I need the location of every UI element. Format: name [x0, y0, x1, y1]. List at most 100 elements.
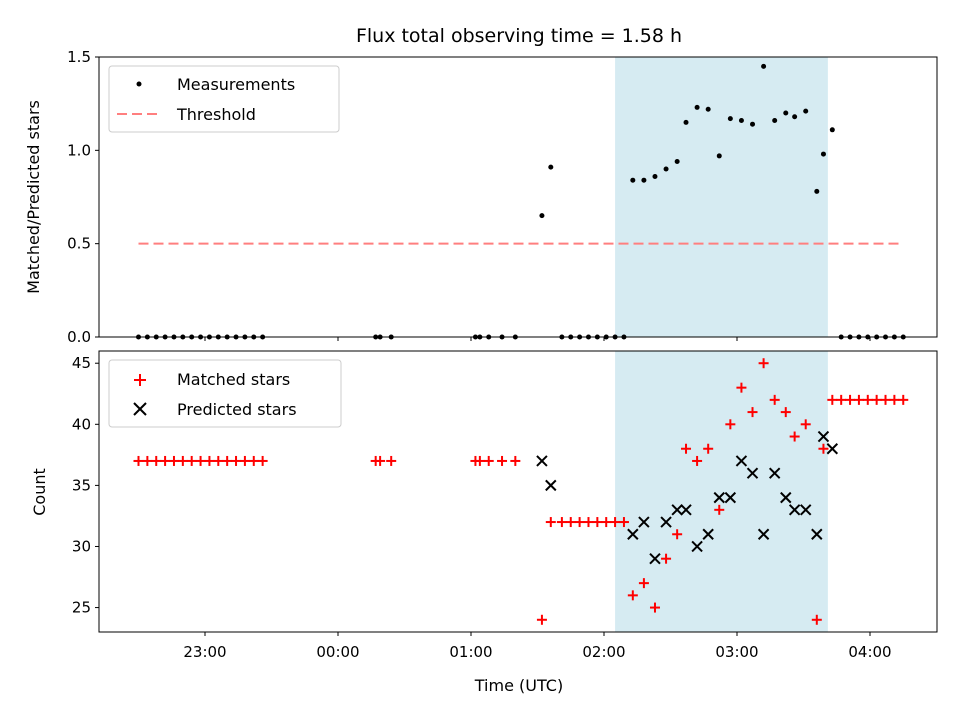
predicted-star-points: [536, 430, 839, 565]
matched-star-point: [889, 394, 900, 405]
measurement-point: [814, 188, 820, 194]
matched-star-point: [871, 394, 882, 405]
top-plot-frame: [98, 56, 938, 338]
bottom-plot-frame: [98, 350, 938, 633]
measurement-point: [761, 63, 767, 69]
matched-star-point: [714, 504, 725, 515]
matched-star-point: [736, 382, 747, 393]
matched-star-point: [483, 455, 494, 466]
x-tick-label: 04:00: [848, 643, 891, 661]
measurement-point: [674, 159, 680, 165]
measurement-point: [820, 151, 826, 157]
matched-star-point: [618, 517, 629, 528]
legend-marker-measurements: [136, 81, 142, 87]
measurement-point: [727, 116, 733, 122]
matched-star-point: [222, 455, 233, 466]
legend-label-measurements: Measurements: [177, 75, 295, 94]
x-tick-label: 23:00: [183, 643, 226, 661]
matched-star-point: [601, 517, 612, 528]
y-tick-label: 45: [72, 354, 91, 372]
matched-star-point: [545, 517, 556, 528]
bottom-panel: 25 30 35 40 45 23:00 00:00 01:00 02:00 03:00 04:0…: [30, 350, 938, 695]
matched-star-point: [231, 455, 242, 466]
predicted-star-point: [691, 540, 703, 553]
matched-star-point: [800, 419, 811, 430]
matched-star-point: [592, 517, 603, 528]
matched-star-point: [239, 455, 250, 466]
matched-star-point: [248, 455, 259, 466]
matched-star-point: [195, 455, 206, 466]
predicted-star-point: [724, 491, 737, 504]
measurement-point: [641, 177, 647, 183]
measurement-point: [548, 164, 554, 170]
x-tick-label: 02:00: [582, 643, 625, 661]
bottom-x-ticks: 23:00 00:00 01:00 02:00 03:00 04:00: [183, 632, 892, 661]
legend-marker-predicted: [133, 402, 147, 416]
predicted-star-point: [800, 504, 812, 516]
predicted-star-point: [713, 491, 725, 504]
bottom-y-ticks: 25 30 35 40 45: [72, 354, 99, 617]
matched-star-point: [627, 590, 638, 601]
measurement-point: [683, 119, 689, 125]
matched-star-point: [747, 407, 758, 418]
predicted-star-point: [660, 516, 672, 528]
legend-label-predicted: Predicted stars: [177, 400, 297, 419]
legend-label-matched: Matched stars: [177, 370, 290, 389]
predicted-star-point: [768, 467, 781, 479]
legend-marker-matched: [134, 374, 146, 386]
y-tick-label: 0.5: [67, 235, 91, 253]
predicted-star-point: [702, 528, 714, 540]
matched-star-point: [880, 394, 891, 405]
matched-star-point: [151, 455, 162, 466]
matched-star-point: [186, 455, 197, 466]
measurement-point: [705, 106, 711, 112]
measurement-point: [783, 110, 789, 116]
matched-star-point: [649, 602, 660, 613]
matched-star-point: [474, 455, 485, 466]
matched-star-point: [556, 517, 567, 528]
matched-star-point: [565, 517, 576, 528]
legend-label-threshold: Threshold: [176, 105, 256, 124]
matched-star-point: [758, 358, 769, 369]
matched-star-point: [661, 553, 672, 564]
predicted-star-point: [746, 467, 759, 479]
top-legend: Measurements Threshold: [108, 65, 340, 133]
measurement-point: [652, 173, 658, 179]
matched-star-point: [769, 394, 780, 405]
matched-star-points: [133, 358, 909, 625]
matched-star-point: [780, 407, 791, 418]
matched-star-point: [862, 394, 873, 405]
matched-star-point: [133, 455, 144, 466]
top-highlight-span: [615, 57, 828, 337]
matched-star-point: [692, 455, 703, 466]
y-tick-label: 40: [72, 415, 91, 433]
matched-star-point: [827, 394, 838, 405]
predicted-star-point: [536, 455, 548, 467]
measurement-point: [694, 104, 700, 110]
bottom-highlight-span: [615, 351, 828, 632]
matched-star-point: [574, 517, 585, 528]
x-tick-label: 00:00: [316, 643, 359, 661]
matched-star-point: [204, 455, 215, 466]
matched-star-point: [142, 455, 153, 466]
matched-star-point: [257, 455, 268, 466]
predicted-star-point: [788, 504, 801, 516]
predicted-star-point: [680, 504, 692, 516]
y-tick-label: 1.0: [67, 141, 91, 159]
top-y-axis-label: Matched/Predicted stars: [24, 100, 43, 294]
y-tick-label: 1.5: [67, 48, 91, 66]
measurement-point: [630, 177, 636, 183]
bottom-y-axis-label: Count: [30, 468, 49, 516]
predicted-star-point: [671, 504, 683, 516]
matched-star-point: [703, 443, 714, 454]
figure-title: Flux total observing time = 1.58 h: [356, 25, 682, 47]
predicted-star-point: [811, 528, 823, 540]
measurement-point: [803, 108, 809, 114]
matched-star-point: [853, 394, 864, 405]
matched-star-point: [160, 455, 171, 466]
x-tick-label: 03:00: [715, 643, 758, 661]
predicted-star-point: [757, 528, 770, 540]
matched-star-point: [672, 529, 683, 540]
x-tick-label: 01:00: [449, 643, 492, 661]
